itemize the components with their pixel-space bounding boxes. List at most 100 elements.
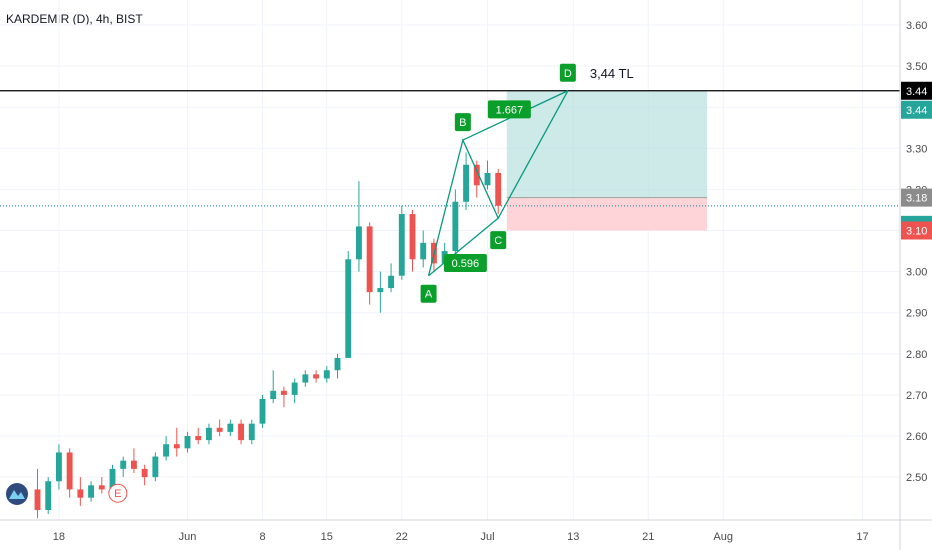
price-label-text: 3.44	[906, 86, 927, 98]
candle	[34, 468, 41, 519]
candle	[152, 452, 159, 482]
candle	[77, 477, 84, 506]
candle	[216, 419, 223, 436]
price-label-text: 3.44	[906, 105, 927, 117]
candle-body	[420, 242, 427, 260]
x-tick-label: 17	[856, 531, 868, 543]
candle	[484, 160, 491, 190]
horizontal-lines	[0, 90, 900, 207]
x-tick-label: Aug	[713, 531, 733, 543]
candle-body	[34, 489, 41, 510]
candle-body	[55, 452, 62, 482]
candle	[452, 189, 459, 256]
candle	[463, 152, 470, 210]
price-axis[interactable]: 3.603.503.403.303.203.103.002.902.802.70…	[899, 0, 932, 550]
candle-body	[463, 164, 470, 202]
event-markers: E	[108, 483, 128, 503]
y-tick-label: 3.50	[906, 61, 927, 73]
pattern-point-d: D	[559, 63, 576, 82]
x-tick-label: Jun	[179, 531, 197, 543]
candle	[355, 181, 362, 272]
pattern-point-a-text: A	[425, 289, 433, 301]
tradingview-logo	[6, 483, 28, 505]
candle	[377, 271, 384, 313]
candle	[173, 427, 180, 457]
candle	[238, 419, 245, 445]
pattern-point-c-bg	[490, 231, 507, 250]
price-label-text: 3.18	[906, 193, 927, 205]
price-label-text: 3.10	[906, 226, 927, 238]
candle	[291, 378, 298, 404]
x-tick-label: 13	[567, 531, 579, 543]
candle	[345, 251, 352, 358]
ratio-ac-text: 0.596	[452, 258, 480, 270]
candle-body	[248, 423, 255, 441]
candle-body	[388, 275, 395, 289]
x-tick-label: 8	[259, 531, 265, 543]
y-tick-label: 2.60	[906, 431, 927, 443]
candles	[34, 152, 502, 519]
stop-zone	[506, 197, 708, 231]
y-tick-label: 2.90	[906, 308, 927, 320]
candle-body	[345, 259, 352, 358]
candle-body	[66, 452, 73, 490]
candle	[163, 436, 170, 461]
candle-body	[377, 288, 384, 293]
candle	[323, 366, 330, 383]
candle-body	[366, 226, 373, 293]
ratio-bd-bg	[487, 100, 531, 119]
candle	[334, 353, 341, 379]
x-tick-label: 18	[53, 531, 65, 543]
x-tick-label: 15	[321, 531, 333, 543]
candle	[120, 456, 127, 478]
candle-body	[216, 427, 223, 432]
grid	[0, 0, 900, 520]
ratio-ac-bg	[443, 253, 487, 272]
candle	[141, 464, 148, 486]
candle-body	[484, 172, 491, 186]
candle-body	[495, 172, 502, 206]
price-label: 3.44	[901, 100, 932, 119]
earnings-marker-text: E	[114, 488, 121, 500]
candle-body	[109, 468, 116, 490]
candle	[420, 230, 427, 268]
candle	[259, 394, 266, 428]
candle-body	[98, 485, 105, 490]
candle-body	[313, 374, 320, 379]
candle	[55, 444, 62, 490]
pattern-point-d-text: D	[564, 68, 572, 80]
x-tick-label: 22	[396, 531, 408, 543]
pattern-point-b-text: B	[459, 117, 466, 129]
earnings-marker-circle	[108, 483, 128, 503]
candle-body	[120, 460, 127, 469]
price-label: 3.10	[901, 221, 932, 240]
chart-title: KARDEMIR (D), 4h, BIST	[6, 12, 143, 26]
candle-body	[334, 357, 341, 371]
candle	[388, 263, 395, 293]
candle-body	[291, 382, 298, 395]
candle-body	[280, 390, 287, 395]
candle-body	[227, 423, 234, 432]
candle	[313, 370, 320, 383]
time-axis[interactable]: 18 Jun 8 15 22 Jul 13 21 Aug 17	[0, 519, 932, 543]
pattern-point-a: A	[420, 284, 437, 303]
candle	[280, 386, 287, 408]
y-tick-label: 3.30	[906, 143, 927, 155]
pattern-leg-lines	[427, 90, 569, 276]
pattern-point-d-bg	[559, 63, 576, 82]
candle	[495, 168, 502, 215]
candle	[398, 205, 405, 280]
candle-body	[173, 444, 180, 449]
pattern-point-b-bg	[454, 113, 471, 132]
candle-body	[163, 444, 170, 457]
candle	[130, 448, 137, 473]
candle-body	[77, 489, 84, 498]
candle-body	[238, 423, 245, 441]
candle-body	[398, 214, 405, 276]
y-tick-label: 2.80	[906, 349, 927, 361]
candle	[88, 481, 95, 502]
pattern-point-c: C	[490, 231, 507, 250]
x-tick-label: 21	[642, 531, 654, 543]
candle	[45, 477, 52, 515]
